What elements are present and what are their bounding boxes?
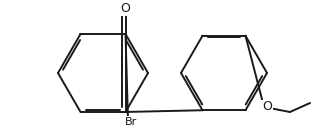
Text: O: O	[121, 2, 131, 15]
Text: O: O	[262, 100, 272, 113]
Text: Br: Br	[125, 117, 137, 127]
